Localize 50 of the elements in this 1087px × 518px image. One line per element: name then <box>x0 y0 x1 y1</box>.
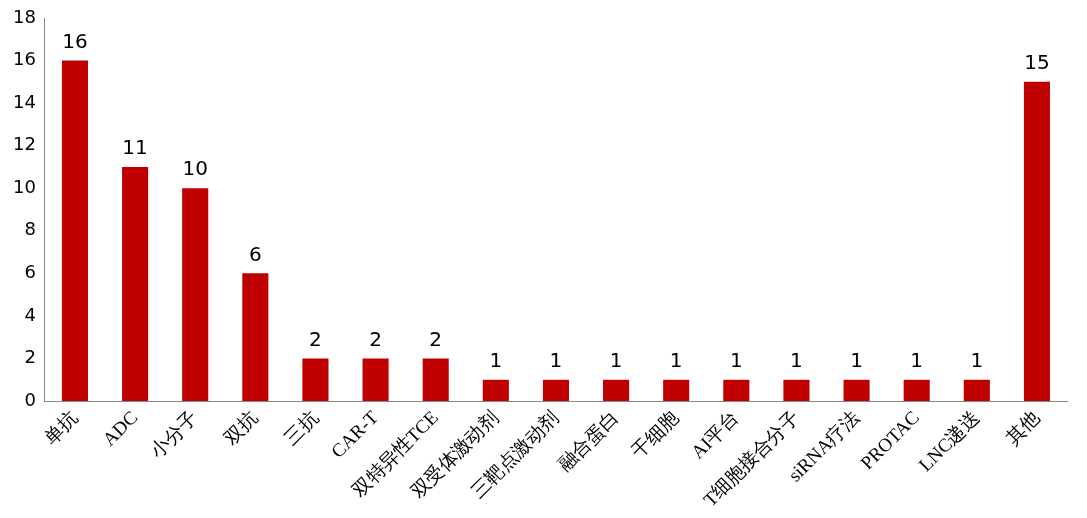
data-label: 1 <box>489 347 503 372</box>
y-tick-label: 12 <box>13 133 36 155</box>
data-label: 1 <box>850 347 863 372</box>
data-label: 2 <box>369 326 382 351</box>
data-label: 15 <box>1024 50 1050 75</box>
y-tick-label: 8 <box>24 218 36 240</box>
data-label: 1 <box>970 347 984 372</box>
y-tick-label: 2 <box>24 346 36 368</box>
bar <box>542 379 569 402</box>
bar <box>843 379 870 402</box>
bar <box>663 379 690 402</box>
y-tick-label: 14 <box>13 90 36 112</box>
data-label: 1 <box>790 347 803 372</box>
bar <box>242 273 269 402</box>
bar <box>723 379 750 402</box>
bar <box>603 379 630 402</box>
data-label: 16 <box>62 28 88 53</box>
y-tick-label: 18 <box>13 5 36 27</box>
bar <box>1023 81 1050 402</box>
bar <box>362 358 389 402</box>
x-tick-label: 小分子 <box>146 406 202 462</box>
data-label: 1 <box>549 347 563 372</box>
data-label: 6 <box>248 241 262 266</box>
y-tick-label: 4 <box>24 303 36 325</box>
y-tick-label: 6 <box>24 261 36 283</box>
data-label: 2 <box>309 326 322 351</box>
y-tick-label: 16 <box>13 48 36 70</box>
x-tick-label: 双抗 <box>219 406 262 449</box>
bar <box>963 379 990 402</box>
y-tick-label: 0 <box>24 388 36 410</box>
bar <box>122 166 149 402</box>
x-tick-label: 三抗 <box>280 406 322 449</box>
x-tick-label: 单抗 <box>39 406 82 449</box>
y-tick-label: 10 <box>13 175 36 197</box>
data-label: 1 <box>669 347 683 372</box>
data-label: 1 <box>609 347 623 372</box>
bar <box>61 60 89 402</box>
bar <box>182 188 209 402</box>
x-tick-label: 其他 <box>1001 406 1044 449</box>
data-label: 10 <box>182 156 208 181</box>
bar <box>482 379 509 402</box>
data-label: 11 <box>122 135 148 160</box>
bar <box>302 358 329 402</box>
data-label: 2 <box>429 326 443 351</box>
data-label: 1 <box>729 347 743 372</box>
bar <box>422 358 449 402</box>
bar <box>903 379 930 402</box>
bar <box>783 379 810 402</box>
x-tick-label: 干细胞 <box>627 406 683 462</box>
data-label: 1 <box>910 347 924 372</box>
